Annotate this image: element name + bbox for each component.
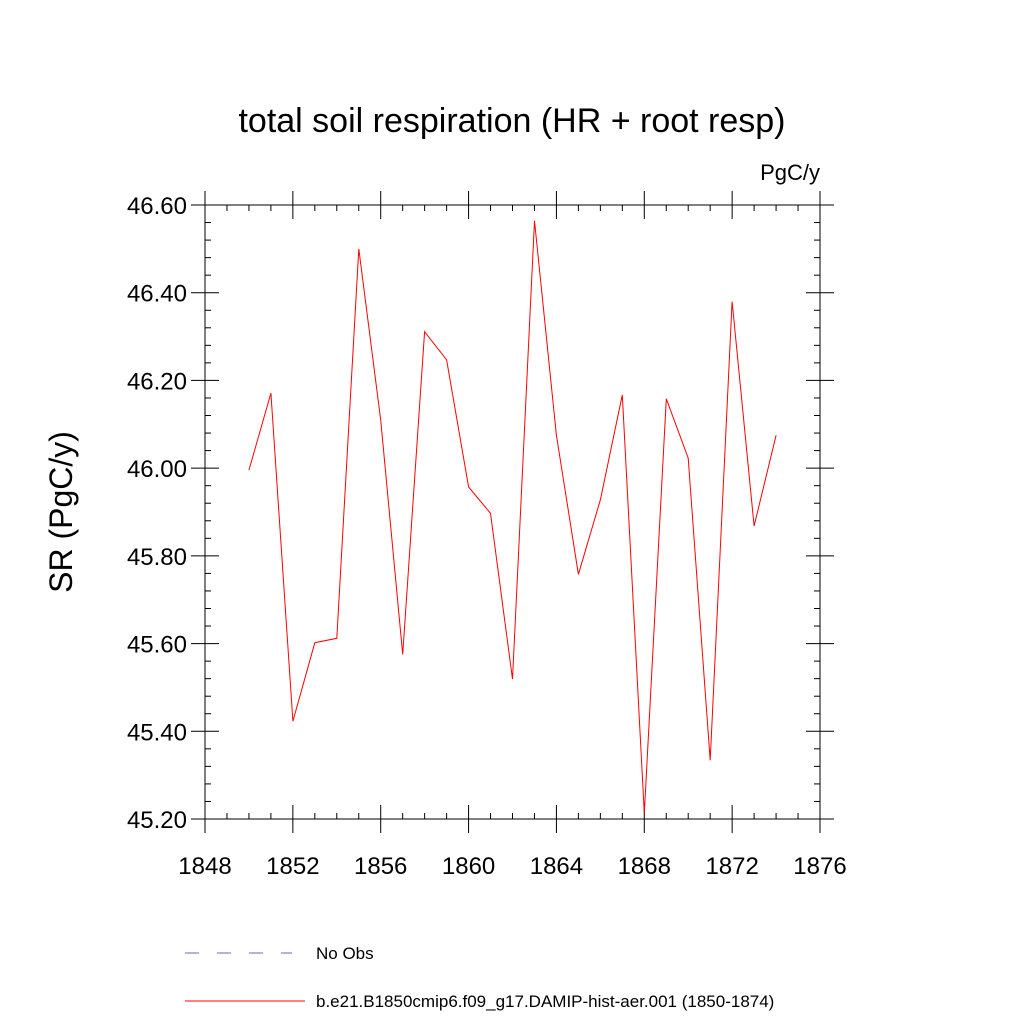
y-tick-label: 45.20 [127,807,187,834]
x-tick-label: 1876 [793,853,846,880]
legend-no-obs-label: No Obs [316,944,374,963]
y-axis: 45.20 45.40 45.60 45.80 46.00 46.20 46.40 46.60 [127,193,834,834]
x-tick-label: 1848 [178,853,231,880]
y-tick-label: 45.40 [127,719,187,746]
y-tick-label: 46.20 [127,368,187,395]
y-axis-label: SR (PgC/y) [43,431,79,593]
y-tick-label: 46.60 [127,193,187,220]
series-line [248,220,777,814]
series-layer [248,220,777,814]
plot-frame [204,204,821,820]
y-tick-label: 46.40 [127,281,187,308]
y-tick-label: 45.80 [127,544,187,571]
x-axis: 1848 1852 1856 1860 1864 1868 1872 1876 [178,191,847,880]
x-tick-label: 1864 [530,853,583,880]
x-tick-label: 1860 [442,853,495,880]
x-tick-label: 1856 [354,853,407,880]
x-tick-label: 1872 [705,853,758,880]
legend-series-label: b.e21.B1850cmip6.f09_g17.DAMIP-hist-aer.… [316,992,774,1011]
chart-title: total soil respiration (HR + root resp) [238,102,785,140]
y-tick-label: 45.60 [127,632,187,659]
legend: No Obs b.e21.B1850cmip6.f09_g17.DAMIP-hi… [185,944,774,1011]
units-label: PgC/y [760,160,820,185]
x-tick-label: 1852 [266,853,319,880]
x-tick-label: 1868 [618,853,671,880]
y-tick-label: 46.00 [127,456,187,483]
